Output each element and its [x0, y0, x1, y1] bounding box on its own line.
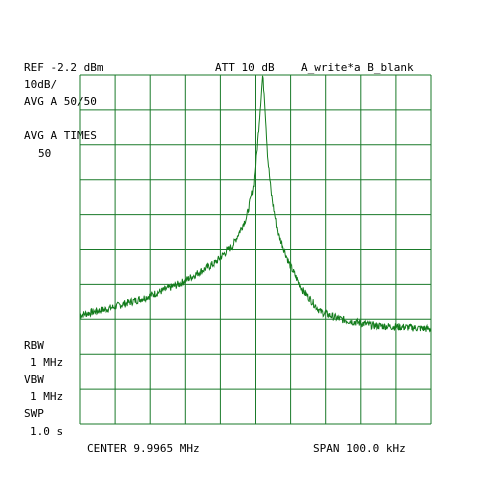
swp-label: SWP [24, 407, 44, 420]
vbw-value: 1 MHz [30, 390, 64, 403]
span-label: SPAN 100.0 kHz [313, 442, 406, 455]
vbw-label: VBW [24, 373, 44, 386]
trace-mode-label: A_write*a B_blank [301, 61, 414, 74]
ref-level-label: REF -2.2 dBm [24, 61, 104, 74]
averaging-label: AVG A 50/50 [24, 95, 97, 108]
rbw-value: 1 MHz [30, 356, 64, 369]
rbw-label: RBW [24, 339, 44, 352]
scale-label: 10dB/ [24, 78, 58, 91]
attenuation-label: ATT 10 dB [215, 61, 275, 74]
avg-times-value: 50 [38, 147, 52, 160]
spectrum-trace [79, 75, 432, 333]
swp-value: 1.0 s [30, 425, 64, 438]
center-frequency-label: CENTER 9.9965 MHz [87, 442, 200, 455]
